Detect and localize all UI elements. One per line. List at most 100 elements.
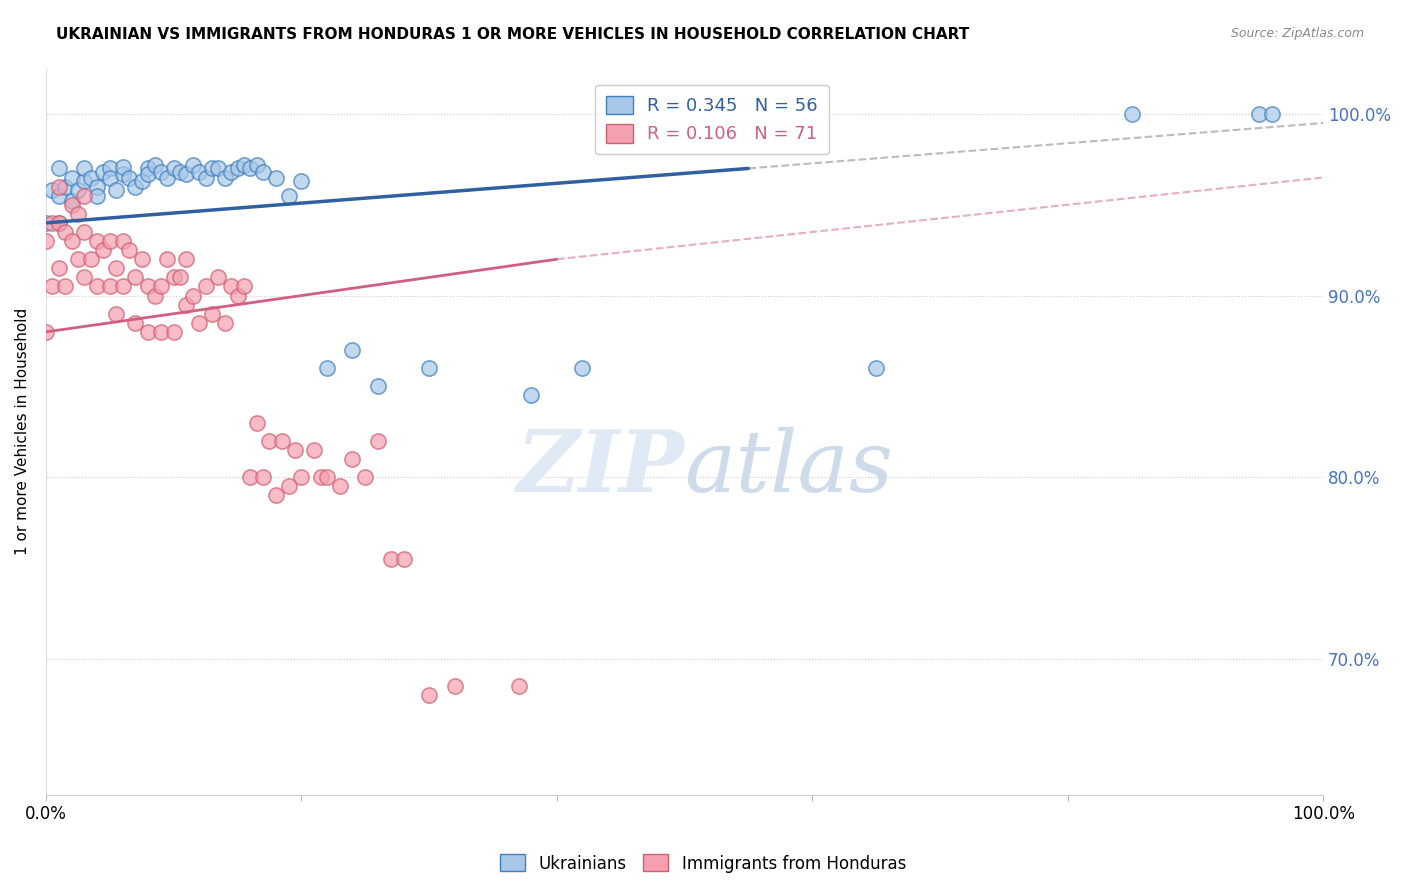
- Point: [207, 270, 229, 285]
- Point: [316, 361, 339, 376]
- Point: [277, 479, 299, 493]
- Point: [73, 188, 96, 202]
- Point: [86, 179, 108, 194]
- Point: [98, 161, 121, 176]
- Point: [143, 288, 166, 302]
- Point: [41, 279, 63, 293]
- Point: [149, 165, 172, 179]
- Point: [181, 158, 204, 172]
- Point: [66, 252, 89, 267]
- Point: [342, 343, 364, 357]
- Point: [48, 179, 70, 194]
- Point: [73, 270, 96, 285]
- Point: [264, 170, 287, 185]
- Point: [48, 188, 70, 202]
- Point: [53, 179, 76, 194]
- Point: [163, 161, 186, 176]
- Point: [214, 316, 236, 330]
- Legend: Ukrainians, Immigrants from Honduras: Ukrainians, Immigrants from Honduras: [494, 847, 912, 880]
- Point: [35, 325, 58, 339]
- Point: [156, 252, 179, 267]
- Point: [79, 252, 101, 267]
- Point: [354, 470, 377, 484]
- Text: atlas: atlas: [685, 426, 894, 509]
- Point: [143, 158, 166, 172]
- Point: [239, 161, 262, 176]
- Point: [176, 252, 198, 267]
- Point: [48, 161, 70, 176]
- Point: [284, 442, 307, 457]
- Point: [226, 288, 249, 302]
- Point: [73, 161, 96, 176]
- Point: [194, 170, 217, 185]
- Point: [232, 158, 254, 172]
- Point: [86, 279, 108, 293]
- Point: [277, 188, 299, 202]
- Point: [367, 434, 389, 448]
- Point: [239, 470, 262, 484]
- Point: [219, 279, 242, 293]
- Point: [226, 161, 249, 176]
- Point: [176, 167, 198, 181]
- Point: [201, 161, 224, 176]
- Point: [316, 470, 339, 484]
- Point: [271, 434, 294, 448]
- Point: [98, 279, 121, 293]
- Point: [53, 279, 76, 293]
- Point: [53, 225, 76, 239]
- Point: [111, 234, 134, 248]
- Point: [290, 470, 312, 484]
- Text: ZIP: ZIP: [516, 426, 685, 510]
- Point: [207, 161, 229, 176]
- Point: [188, 165, 211, 179]
- Point: [124, 270, 146, 285]
- Point: [105, 183, 128, 197]
- Point: [73, 225, 96, 239]
- Point: [380, 552, 402, 566]
- Point: [79, 170, 101, 185]
- Point: [246, 158, 269, 172]
- Point: [309, 470, 332, 484]
- Point: [188, 316, 211, 330]
- Point: [156, 170, 179, 185]
- Y-axis label: 1 or more Vehicles in Household: 1 or more Vehicles in Household: [15, 308, 30, 556]
- Point: [169, 165, 191, 179]
- Point: [41, 183, 63, 197]
- Point: [118, 170, 141, 185]
- Point: [124, 179, 146, 194]
- Point: [60, 194, 83, 208]
- Point: [252, 470, 274, 484]
- Point: [48, 216, 70, 230]
- Point: [1121, 107, 1143, 121]
- Point: [35, 216, 58, 230]
- Point: [149, 279, 172, 293]
- Point: [201, 307, 224, 321]
- Point: [443, 679, 465, 693]
- Point: [136, 279, 159, 293]
- Point: [392, 552, 415, 566]
- Point: [105, 307, 128, 321]
- Point: [66, 207, 89, 221]
- Point: [105, 261, 128, 276]
- Point: [264, 488, 287, 502]
- Point: [163, 325, 186, 339]
- Point: [520, 388, 543, 402]
- Point: [865, 361, 887, 376]
- Point: [60, 170, 83, 185]
- Point: [149, 325, 172, 339]
- Point: [232, 279, 254, 293]
- Point: [131, 252, 153, 267]
- Point: [508, 679, 530, 693]
- Point: [214, 170, 236, 185]
- Point: [98, 234, 121, 248]
- Legend: R = 0.345   N = 56, R = 0.106   N = 71: R = 0.345 N = 56, R = 0.106 N = 71: [595, 85, 828, 154]
- Point: [60, 234, 83, 248]
- Point: [86, 234, 108, 248]
- Point: [73, 174, 96, 188]
- Point: [418, 688, 440, 702]
- Point: [219, 165, 242, 179]
- Point: [194, 279, 217, 293]
- Point: [571, 361, 593, 376]
- Point: [93, 165, 115, 179]
- Point: [41, 216, 63, 230]
